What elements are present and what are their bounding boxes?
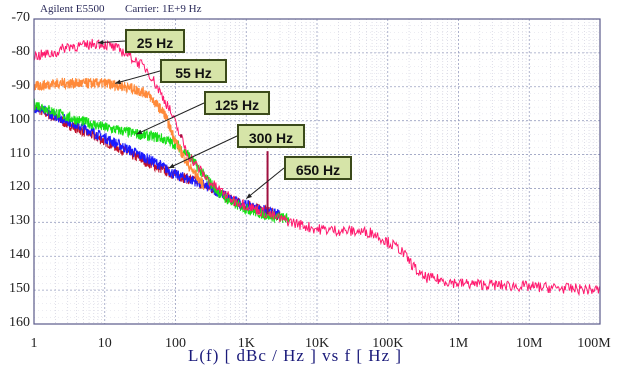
x-tick-label: 10 <box>97 336 112 351</box>
x-tick-label: 100K <box>372 336 404 351</box>
instrument-label: Agilent E5500 <box>40 3 105 15</box>
callout-leader <box>114 70 161 84</box>
callout-arrowhead <box>97 40 104 45</box>
y-tick-label: 150 <box>9 281 30 297</box>
x-tick-label: 1 <box>30 336 38 351</box>
y-tick-label: 110 <box>9 145 30 161</box>
callout-arrowhead <box>115 79 122 85</box>
y-tick-label: -80 <box>11 43 30 59</box>
y-tick-label: 140 <box>9 247 30 263</box>
x-axis-title: L(f) [ dBc / Hz ] vs f [ Hz ] <box>188 346 403 365</box>
x-tick-label: 1K <box>237 336 255 351</box>
y-tick-label: 120 <box>9 179 30 195</box>
y-tick-label: 130 <box>9 213 30 229</box>
series-line-55-hz <box>33 77 205 190</box>
x-tick-label: 100M <box>577 336 611 351</box>
callout-leader <box>245 167 285 199</box>
x-tick-label: 1M <box>448 336 469 351</box>
x-tick-label: 100 <box>165 336 186 351</box>
callout-label: 125 Hz <box>204 91 270 115</box>
series-line-125-hz <box>33 98 290 224</box>
callout-label: 300 Hz <box>237 124 305 148</box>
callout-label: 25 Hz <box>125 29 185 53</box>
carrier-label: Carrier: 1E+9 Hz <box>125 3 202 15</box>
y-tick-label: -90 <box>11 77 30 93</box>
y-tick-label: 160 <box>9 315 30 330</box>
callout-leader <box>168 135 238 169</box>
callout-arrowhead <box>246 193 253 199</box>
callout-arrowhead <box>168 163 175 169</box>
callout-leader <box>136 102 205 135</box>
y-tick-label: 100 <box>9 111 30 127</box>
callout-label: 55 Hz <box>160 59 227 83</box>
x-tick-label: 10K <box>304 336 330 351</box>
callout-arrowhead <box>136 129 143 135</box>
plot-frame <box>33 18 601 325</box>
x-tick-label: 10M <box>516 336 543 351</box>
y-tick-label: -70 <box>11 10 30 25</box>
callout-label: 650 Hz <box>284 156 352 180</box>
